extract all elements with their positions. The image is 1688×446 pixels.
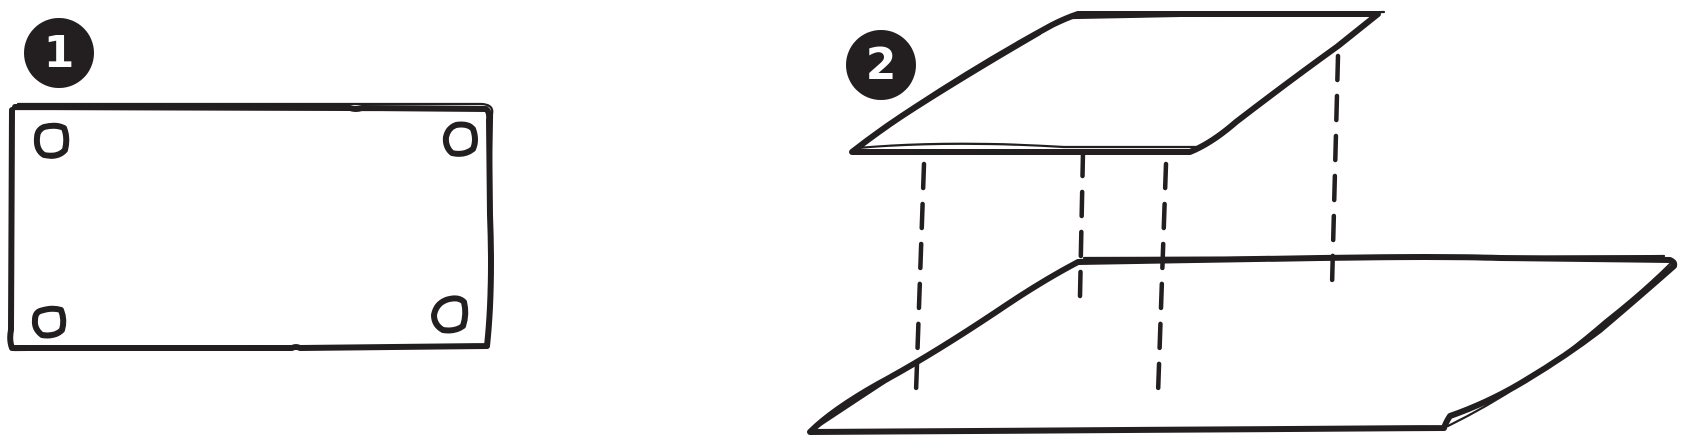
step-1-number: 1 [43, 27, 75, 78]
panel-outline [7, 104, 494, 351]
guide-line-2 [1077, 149, 1086, 299]
step-2-number: 2 [865, 39, 897, 90]
step-2-panel-bottom-icon [807, 254, 1678, 435]
hole-bottom-left-icon [31, 305, 67, 339]
step-1-panel-front-icon [7, 102, 494, 352]
step-2-badge: 2 [846, 30, 916, 100]
hole-bottom-right-icon [431, 295, 469, 334]
hole-top-left-icon [33, 122, 70, 159]
step-1-badge: 1 [24, 18, 94, 88]
step-2-panel-top-icon [849, 10, 1386, 155]
guide-line-3 [1155, 161, 1169, 397]
bottom-panel-sketch [814, 254, 1674, 430]
bottom-panel-outline [807, 254, 1678, 435]
top-panel-outline [849, 11, 1381, 155]
hole-top-right-icon [442, 121, 478, 157]
panel-outline-sketch [8, 102, 494, 352]
guide-line-4 [1329, 53, 1341, 289]
guide-line-1 [913, 161, 927, 395]
top-panel-sketch [856, 10, 1386, 150]
alignment-guides-icon [913, 53, 1341, 397]
